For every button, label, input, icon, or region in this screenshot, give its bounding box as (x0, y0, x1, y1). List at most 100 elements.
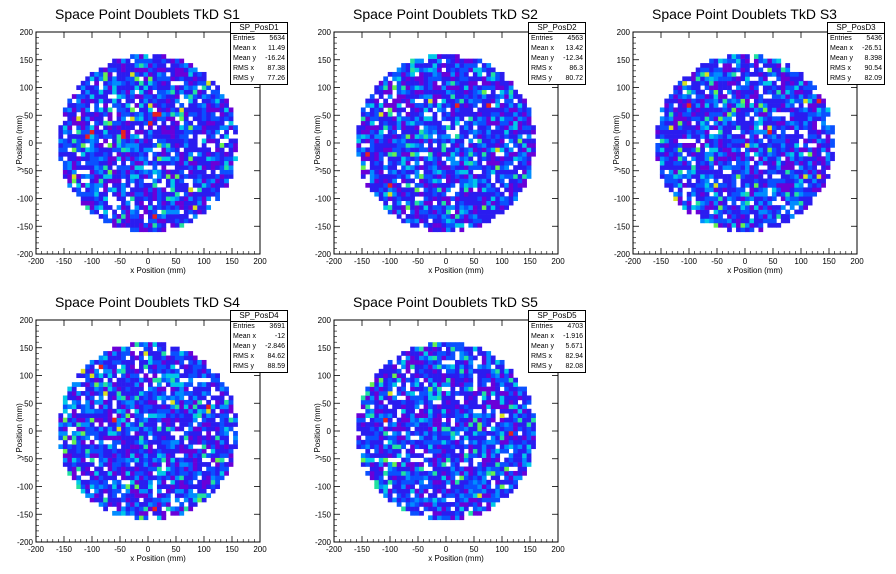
heatmap-cell (197, 156, 203, 162)
heatmap-cell (98, 178, 104, 184)
heatmap-cell (103, 497, 108, 503)
heatmap-cell (789, 160, 795, 166)
heatmap-cell (499, 107, 505, 113)
heatmap-cell (125, 205, 131, 210)
heatmap-cell (228, 125, 234, 130)
heatmap-cell (112, 444, 117, 450)
heatmap-cell (143, 479, 149, 485)
heatmap-cell (673, 94, 679, 99)
heatmap-cell (432, 125, 438, 130)
heatmap-cell (116, 417, 122, 423)
heatmap-cell (233, 431, 238, 436)
heatmap-cell (736, 151, 741, 157)
heatmap-cell (731, 209, 737, 215)
heatmap-cell (758, 187, 764, 193)
heatmap-cell (121, 80, 126, 86)
heatmap-cell (727, 67, 732, 73)
heatmap-cell (731, 143, 737, 148)
heatmap-cell (463, 63, 469, 68)
heatmap-cell (201, 373, 207, 379)
heatmap-cell (419, 85, 424, 91)
heatmap-cell (762, 71, 768, 77)
heatmap-cell (423, 89, 429, 95)
heatmap-cell (161, 502, 167, 507)
heatmap-cell (174, 457, 180, 463)
heatmap-cell (201, 182, 207, 188)
heatmap-cell (179, 156, 185, 162)
heatmap-cell (165, 422, 171, 427)
heatmap-cell (718, 58, 723, 64)
heatmap-cell (468, 107, 474, 113)
heatmap-cell (691, 205, 697, 210)
heatmap-cell (816, 147, 822, 153)
heatmap-cell (410, 151, 415, 157)
heatmap-cell (771, 143, 777, 148)
x-tick-label: 50 (172, 545, 181, 554)
heatmap-cell (718, 71, 723, 77)
heatmap-cell (206, 103, 212, 108)
heatmap-cell (161, 386, 167, 392)
heatmap-cell (116, 448, 122, 454)
heatmap-cell (513, 107, 518, 113)
heatmap-cell (753, 187, 759, 193)
heatmap-cell (771, 67, 777, 73)
heatmap-cell (139, 71, 144, 77)
heatmap-cell (432, 85, 438, 91)
heatmap-cell (215, 85, 220, 91)
heatmap-cell (76, 134, 82, 139)
heatmap-cell (753, 129, 759, 135)
heatmap-cell (116, 156, 122, 162)
heatmap-cell (183, 382, 189, 387)
heatmap-cell (148, 120, 153, 126)
heatmap-cell (188, 143, 194, 148)
heatmap-cell (161, 71, 167, 77)
heatmap-cell (188, 67, 194, 73)
heatmap-cell (80, 448, 86, 454)
heatmap-cell (526, 138, 532, 144)
heatmap-cell (62, 417, 68, 423)
heatmap-cell (134, 391, 140, 396)
heatmap-cell (125, 373, 131, 379)
heatmap-cell (740, 134, 746, 139)
heatmap-cell (513, 178, 518, 184)
heatmap-cell (139, 391, 144, 396)
heatmap-cell (62, 453, 68, 458)
heatmap-cell (682, 143, 688, 148)
heatmap-cell (85, 116, 91, 122)
heatmap-cell (454, 205, 460, 210)
heatmap-cell (219, 182, 225, 188)
heatmap-cell (134, 493, 140, 498)
heatmap-cell (89, 359, 95, 365)
heatmap-cell (201, 174, 207, 179)
stats-row-label: Entries (531, 35, 553, 42)
heatmap-cell (709, 143, 714, 148)
heatmap-cell (803, 187, 809, 193)
heatmap-cell (664, 107, 670, 113)
heatmap-cell (228, 462, 234, 467)
heatmap-cell (749, 191, 755, 197)
heatmap-cell (713, 169, 719, 175)
heatmap-cell (749, 174, 755, 179)
heatmap-cell (713, 58, 719, 64)
heatmap-cell (454, 200, 460, 206)
heatmap-cell (192, 484, 198, 490)
heatmap-cell (130, 116, 135, 122)
heatmap-cell (718, 160, 723, 166)
heatmap-cell (794, 71, 800, 77)
heatmap-cell (183, 120, 189, 126)
heatmap-cell (215, 165, 220, 170)
heatmap-cell (700, 209, 705, 215)
heatmap-cell (780, 138, 786, 144)
heatmap-cell (686, 160, 692, 166)
stats-row: Entries 5634 (231, 34, 287, 44)
heatmap-cell (709, 182, 714, 188)
heatmap-cell (98, 457, 104, 463)
heatmap-cell (700, 174, 705, 179)
heatmap-cell (125, 143, 131, 148)
heatmap-cell (490, 116, 496, 122)
heatmap-cell (148, 359, 153, 365)
heatmap-cell (441, 214, 447, 219)
heatmap-cell (405, 129, 411, 135)
heatmap-cell (713, 178, 719, 184)
heatmap-cell (758, 67, 764, 73)
